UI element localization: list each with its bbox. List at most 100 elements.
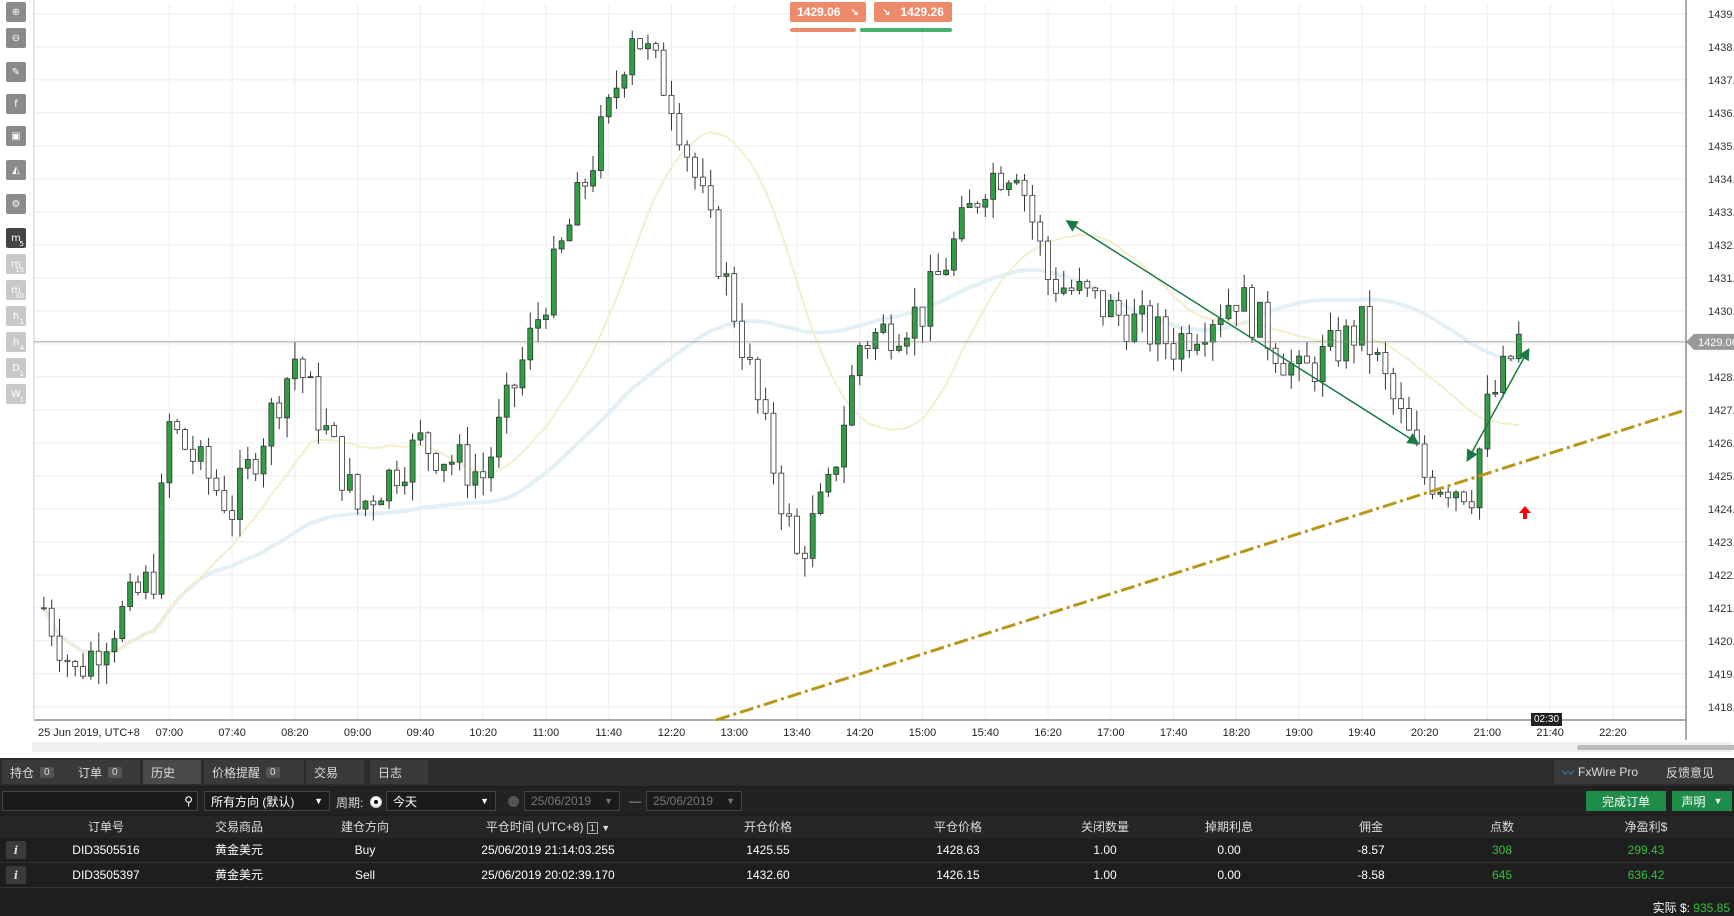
tabs-bar: 持仓 0 订单 0 历史 价格提醒 0 交易 日志 〰 FxWire Pro 反馈意见 [0,758,1734,786]
y-tick-label: 1418.00 [1708,702,1734,714]
col-commission[interactable]: 佣金 [1358,820,1383,834]
candle-body [535,319,542,329]
candle-body [135,581,141,593]
candle-body [574,181,581,226]
candle-body [1358,306,1365,346]
candle-body [1100,290,1106,318]
col-instrument[interactable]: 交易商品 [214,820,263,834]
profile-icon[interactable]: ◭ [6,160,26,180]
chart-scrollbar[interactable] [32,742,1734,752]
col-net-profit[interactable]: 净盈利$ [1624,820,1668,834]
col-order-id[interactable]: 订单号 [87,820,124,834]
table-row[interactable]: i DID3505516 黄金美元 Buy 25/06/2019 21:14:0… [0,838,1734,863]
candle-body [495,416,502,458]
candle-body [707,185,714,211]
date-to-input[interactable]: 25/06/2019 ▼ [646,791,742,811]
y-tick-label: 1435.00 [1708,141,1734,153]
y-tick-label: 1431.00 [1708,273,1734,285]
tab-orders[interactable]: 订单 0 [70,760,140,784]
info-icon[interactable]: i [6,841,26,859]
draw-icon[interactable]: ✎ [6,62,26,82]
x-tick-label: 13:40 [783,727,811,739]
col-direction[interactable]: 建仓方向 [340,820,389,834]
bid-price: 1429.06 [797,5,841,19]
tab-fxwire[interactable]: 〰 FxWire Pro [1554,760,1670,784]
candle-body [315,376,322,431]
search-input[interactable]: ⚲ [2,791,198,811]
info-icon[interactable]: i [6,866,26,884]
candle-body [158,482,165,595]
candle-body [597,116,604,171]
candle-body [88,650,94,677]
long-trade-arrow [1466,347,1530,462]
candle-body [723,273,730,277]
candle-body [715,209,722,277]
date-separator: — [629,794,641,808]
candle-body [1429,476,1436,495]
col-close-qty[interactable]: 关闭数量 [1080,820,1129,834]
y-tick-label: 1428.00 [1708,372,1734,384]
candle-body [754,358,761,401]
candle-body [605,97,612,118]
price-chart[interactable]: 1418.00 1419.00 1420.00 1421.00 1422.00 1423.… [0,0,1734,740]
tab-history[interactable]: 历史 [143,760,201,784]
robot-icon[interactable]: ▣ [6,126,26,146]
zoom-in-icon[interactable]: ⊕ [6,2,26,22]
tab-log[interactable]: 日志 [370,760,428,784]
candle-body [1264,301,1271,349]
m15-icon[interactable]: m 15 [6,254,26,274]
y-tick-label: 1436.00 [1708,108,1734,120]
candle-body [1162,316,1169,345]
cell-commission: -8.57 [1357,843,1385,857]
ask-price-pill[interactable]: ↘ 1429.26 [874,2,952,22]
m30-icon[interactable]: m 30 [6,280,26,300]
time-marker: 02:30 [1531,713,1563,726]
chart-area[interactable]: 1418.00 1419.00 1420.00 1421.00 1422.00 1423.… [0,0,1734,740]
col-close-price[interactable]: 平仓价格 [933,820,982,834]
x-tick-label: 07:00 [156,727,184,739]
date-radio[interactable] [508,796,519,807]
candle-body [1445,491,1452,499]
candle-body [56,635,63,661]
col-close-time[interactable]: 平仓时间 (UTC+8) 1 ▼ [428,816,668,838]
col-swap[interactable]: 掉期利息 [1204,820,1253,834]
direction-select[interactable]: 所有方向 (默认) ▼ [204,791,330,811]
candle-body [393,469,400,487]
scroll-thumb[interactable] [1577,745,1734,750]
period-radio[interactable] [370,796,382,808]
candle-body [1343,325,1350,362]
candle-body [441,463,447,471]
tab-trades[interactable]: 交易 [306,760,364,784]
tab-feedback[interactable]: 反馈意见 [1658,760,1734,784]
facebook-icon[interactable]: f [6,94,26,114]
complete-orders-button[interactable]: 完成订单 [1586,791,1666,811]
settings-icon[interactable]: ⚙ [6,194,26,214]
bid-price-pill[interactable]: 1429.06 ↘ [790,2,866,22]
candle-body [778,472,785,515]
candle-body [1013,179,1020,184]
statement-button[interactable]: 声明 ▼ [1672,791,1732,811]
candle-body [111,638,118,653]
sort-desc-icon: ▼ [601,823,611,833]
chart-icon: 〰 [1562,765,1575,780]
tab-positions[interactable]: 持仓 0 [2,760,72,784]
date-from-input[interactable]: 25/06/2019 ▼ [524,791,620,811]
tab-price-alerts[interactable]: 价格提醒 0 [204,760,304,784]
period-select[interactable]: 今天 ▼ [386,791,496,811]
candle-body [1060,287,1067,294]
cell-close-time: 25/06/2019 20:02:39.170 [481,868,615,882]
candle-body [472,471,479,486]
candle-body [213,477,220,491]
candle-body [1288,363,1295,376]
col-pips[interactable]: 点数 [1489,820,1514,834]
candle-body [927,271,934,327]
candle-body [205,446,212,479]
col-open-price[interactable]: 开仓价格 [743,820,792,834]
zoom-out-icon[interactable]: ⊖ [6,28,26,48]
table-row[interactable]: i DID3505397 黄金美元 Sell 25/06/2019 20:02:… [0,863,1734,888]
